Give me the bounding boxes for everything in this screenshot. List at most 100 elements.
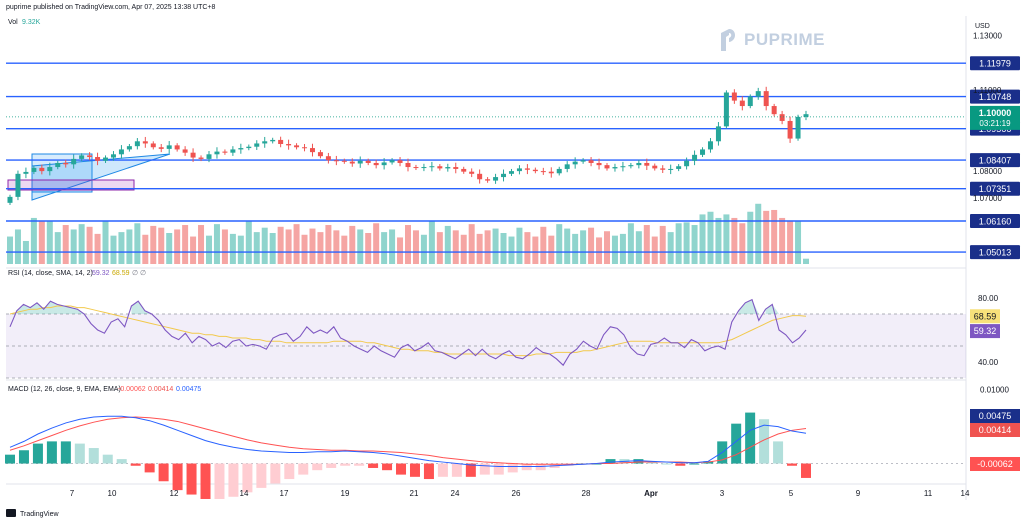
level-tag: [970, 56, 1020, 71]
macd-histogram-bar: [493, 463, 504, 475]
volume-bar: [755, 203, 762, 264]
overbought-fill: [23, 304, 31, 314]
candle-body: [620, 166, 626, 168]
price-tick-label: 1.11000: [973, 86, 1002, 95]
macd-histogram-bar: [465, 463, 476, 477]
volume-bar: [691, 225, 698, 264]
rsi-extra: ∅ ∅: [132, 270, 146, 277]
volume-bar: [102, 221, 109, 264]
volume-bar: [699, 214, 706, 264]
candle-body: [317, 152, 323, 157]
candle-body: [381, 162, 387, 166]
candle-body: [309, 148, 315, 153]
macd-title: MACD (12, 26, close, 9, EMA, EMA): [8, 386, 121, 393]
volume-bar: [588, 227, 595, 264]
time-tick-label: 19: [341, 489, 350, 498]
candle-body: [540, 171, 546, 173]
volume-bar: [619, 233, 626, 264]
overbought-fill: [745, 299, 753, 314]
macd-histogram-bar: [102, 454, 113, 464]
macd-hist-value: -0.00062: [118, 386, 146, 393]
macd-line: [9, 415, 807, 467]
candle-body: [747, 96, 753, 107]
macd-histogram-bar: [200, 463, 211, 499]
volume-bar: [126, 229, 133, 264]
candle-body: [87, 155, 93, 158]
volume-bar: [357, 229, 364, 264]
volume-bar: [277, 226, 284, 264]
candle-body: [55, 162, 61, 168]
candle-body: [421, 167, 427, 169]
demand-zone: [7, 179, 135, 191]
volume-bar: [293, 224, 300, 264]
candle-body: [413, 167, 419, 169]
rsi-tag-label: 59.32: [974, 326, 997, 336]
level-tag: [970, 89, 1020, 104]
volume-bar: [206, 235, 212, 264]
overbought-fill: [57, 304, 64, 314]
volume-bar: [779, 217, 786, 264]
macd-histogram-bar: [186, 463, 197, 495]
overbought-fill: [765, 304, 773, 314]
volume-bar: [373, 223, 380, 264]
candle-body: [405, 162, 411, 168]
volume-bar: [500, 233, 507, 264]
macd-hist-tag-label: -0.00062: [977, 459, 1013, 469]
volume-bar: [731, 217, 738, 264]
volume-bar: [460, 234, 467, 264]
level-tag-label: 1.11979: [979, 59, 1011, 69]
volume-bar: [301, 234, 308, 264]
volume-bar: [341, 235, 348, 264]
candle-body: [230, 149, 236, 153]
macd-histogram-bar: [116, 459, 127, 464]
macd-histogram-bar: [18, 450, 29, 464]
candle-body: [15, 173, 21, 197]
macd-histogram-bar: [158, 463, 169, 482]
candle-body: [596, 162, 602, 166]
volume-bar: [46, 221, 53, 264]
volume-bar: [158, 227, 165, 264]
puprime-watermark: PUPRIME: [718, 27, 825, 53]
macd-histogram-bar: [759, 419, 770, 464]
rsi-value: 59.32: [92, 270, 110, 277]
volume-bar: [611, 235, 618, 264]
candle-body: [795, 116, 801, 139]
volume-bar: [110, 235, 117, 264]
candle-body: [437, 166, 443, 169]
volume-bar: [221, 229, 228, 264]
candle-body: [516, 168, 522, 172]
macd-histogram-bar: [256, 463, 267, 488]
overbought-fill: [63, 306, 71, 314]
candle-body: [580, 160, 586, 162]
macd-histogram-bar: [745, 412, 756, 464]
macd-histogram-bar: [368, 463, 379, 468]
time-tick-label: 17: [280, 489, 289, 498]
volume-bar: [213, 224, 220, 264]
candle-body: [262, 141, 268, 144]
volume-bar: [309, 228, 316, 264]
candle-body: [397, 160, 403, 163]
volume-bar: [389, 229, 396, 264]
candle-body: [731, 92, 737, 101]
volume-bar: [436, 232, 443, 264]
candle-body: [501, 173, 507, 178]
candle-body: [588, 160, 594, 163]
volume-bar: [739, 223, 746, 264]
candle-body: [103, 157, 109, 161]
volume-bar: [38, 220, 45, 264]
candle-body: [532, 169, 538, 172]
candle-body: [628, 165, 634, 167]
macd-histogram-bar: [354, 463, 365, 466]
candle-body: [668, 168, 674, 170]
time-tick-label: 7: [70, 489, 75, 498]
price-tick-label: 1.07000: [973, 194, 1002, 203]
candle-body: [174, 145, 180, 150]
volume-bar: [7, 236, 13, 264]
macd-histogram-bar: [396, 463, 407, 475]
candle-body: [779, 114, 785, 121]
volume-bar: [54, 232, 61, 264]
volume-bar: [604, 231, 610, 264]
volume-bar: [86, 226, 93, 264]
macd-histogram-bar: [437, 463, 448, 477]
